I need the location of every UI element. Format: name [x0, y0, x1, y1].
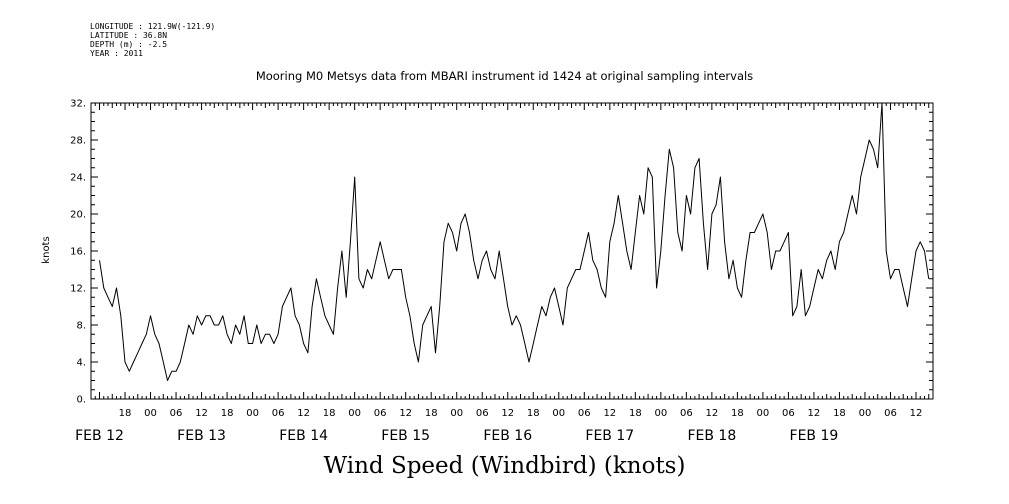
x-tick-label: 18: [119, 408, 132, 419]
x-tick-label: 00: [450, 408, 463, 419]
x-tick-label: 18: [425, 408, 438, 419]
y-tick-label: 8.: [76, 321, 86, 332]
x-tick-label: 00: [246, 408, 259, 419]
x-axis-ticks: 18 00 06 12 18 00 06 12 18 00 06 12 18 00 06 12 18 00 06 12…: [75, 103, 934, 444]
x-date-label: FEB 17: [585, 428, 634, 444]
x-tick-label: 00: [144, 408, 157, 419]
x-tick-label: 06: [374, 408, 387, 419]
x-tick-label: 00: [348, 408, 361, 419]
x-tick-label: 00: [859, 408, 872, 419]
x-date-label: FEB 12: [75, 428, 124, 444]
x-date-label: FEB 14: [279, 428, 328, 444]
x-tick-label: 18: [833, 408, 846, 419]
x-tick-label: 12: [808, 408, 821, 419]
station-metadata: LONGITUDE : 121.9W(-121.9) LATITUDE : 36…: [90, 22, 215, 58]
chart-title: Mooring M0 Metsys data from MBARI instru…: [255, 69, 754, 83]
x-tick-label: 00: [757, 408, 770, 419]
x-tick-label: 12: [706, 408, 719, 419]
x-tick-label: 18: [527, 408, 540, 419]
y-tick-label: 12.: [70, 284, 86, 295]
meta-longitude: LONGITUDE : 121.9W(-121.9): [90, 22, 216, 31]
y-tick-label: 20.: [70, 210, 86, 221]
x-date-label: FEB 15: [381, 428, 430, 444]
meta-latitude: LATITUDE : 36.8N: [90, 31, 168, 40]
series-line-wind-speed: [99, 102, 930, 381]
plot-frame: [90, 102, 934, 400]
x-date-label: FEB 19: [790, 428, 839, 444]
x-tick-label: 18: [323, 408, 336, 419]
series-group: [99, 102, 930, 381]
x-tick-label: 06: [578, 408, 591, 419]
x-tick-label: 12: [399, 408, 412, 419]
x-tick-label: 00: [654, 408, 667, 419]
meta-depth: DEPTH (m) : -2.5: [90, 40, 168, 49]
x-tick-label: 12: [501, 408, 514, 419]
y-axis-ticks: 0. 4. 8. 12. 16. 20. 24. 28. 32.: [70, 99, 933, 406]
x-tick-label: 12: [297, 408, 310, 419]
x-tick-label: 12: [195, 408, 208, 419]
y-tick-label: 4.: [76, 358, 86, 369]
x-tick-label: 06: [170, 408, 183, 419]
chart-footer-label: Wind Speed (Windbird) (knots): [323, 453, 686, 479]
x-date-label: FEB 18: [687, 428, 736, 444]
x-tick-label: 00: [552, 408, 565, 419]
x-tick-label: 06: [680, 408, 693, 419]
x-date-label: FEB 13: [177, 428, 226, 444]
x-tick-label: 06: [782, 408, 795, 419]
y-axis-label: knots: [41, 236, 52, 263]
x-tick-label: 12: [603, 408, 616, 419]
x-tick-label: 18: [221, 408, 234, 419]
y-tick-label: 32.: [70, 99, 86, 110]
x-tick-label: 12: [910, 408, 923, 419]
x-tick-label: 18: [629, 408, 642, 419]
y-tick-label: 24.: [70, 173, 86, 184]
meta-year: YEAR : 2011: [90, 49, 143, 58]
x-tick-label: 06: [884, 408, 897, 419]
y-tick-label: 28.: [70, 136, 86, 147]
x-tick-label: 18: [731, 408, 744, 419]
y-tick-label: 0.: [76, 395, 86, 406]
x-tick-label: 06: [272, 408, 285, 419]
y-tick-label: 16.: [70, 247, 86, 258]
x-tick-label: 06: [476, 408, 489, 419]
x-date-label: FEB 16: [483, 428, 532, 444]
